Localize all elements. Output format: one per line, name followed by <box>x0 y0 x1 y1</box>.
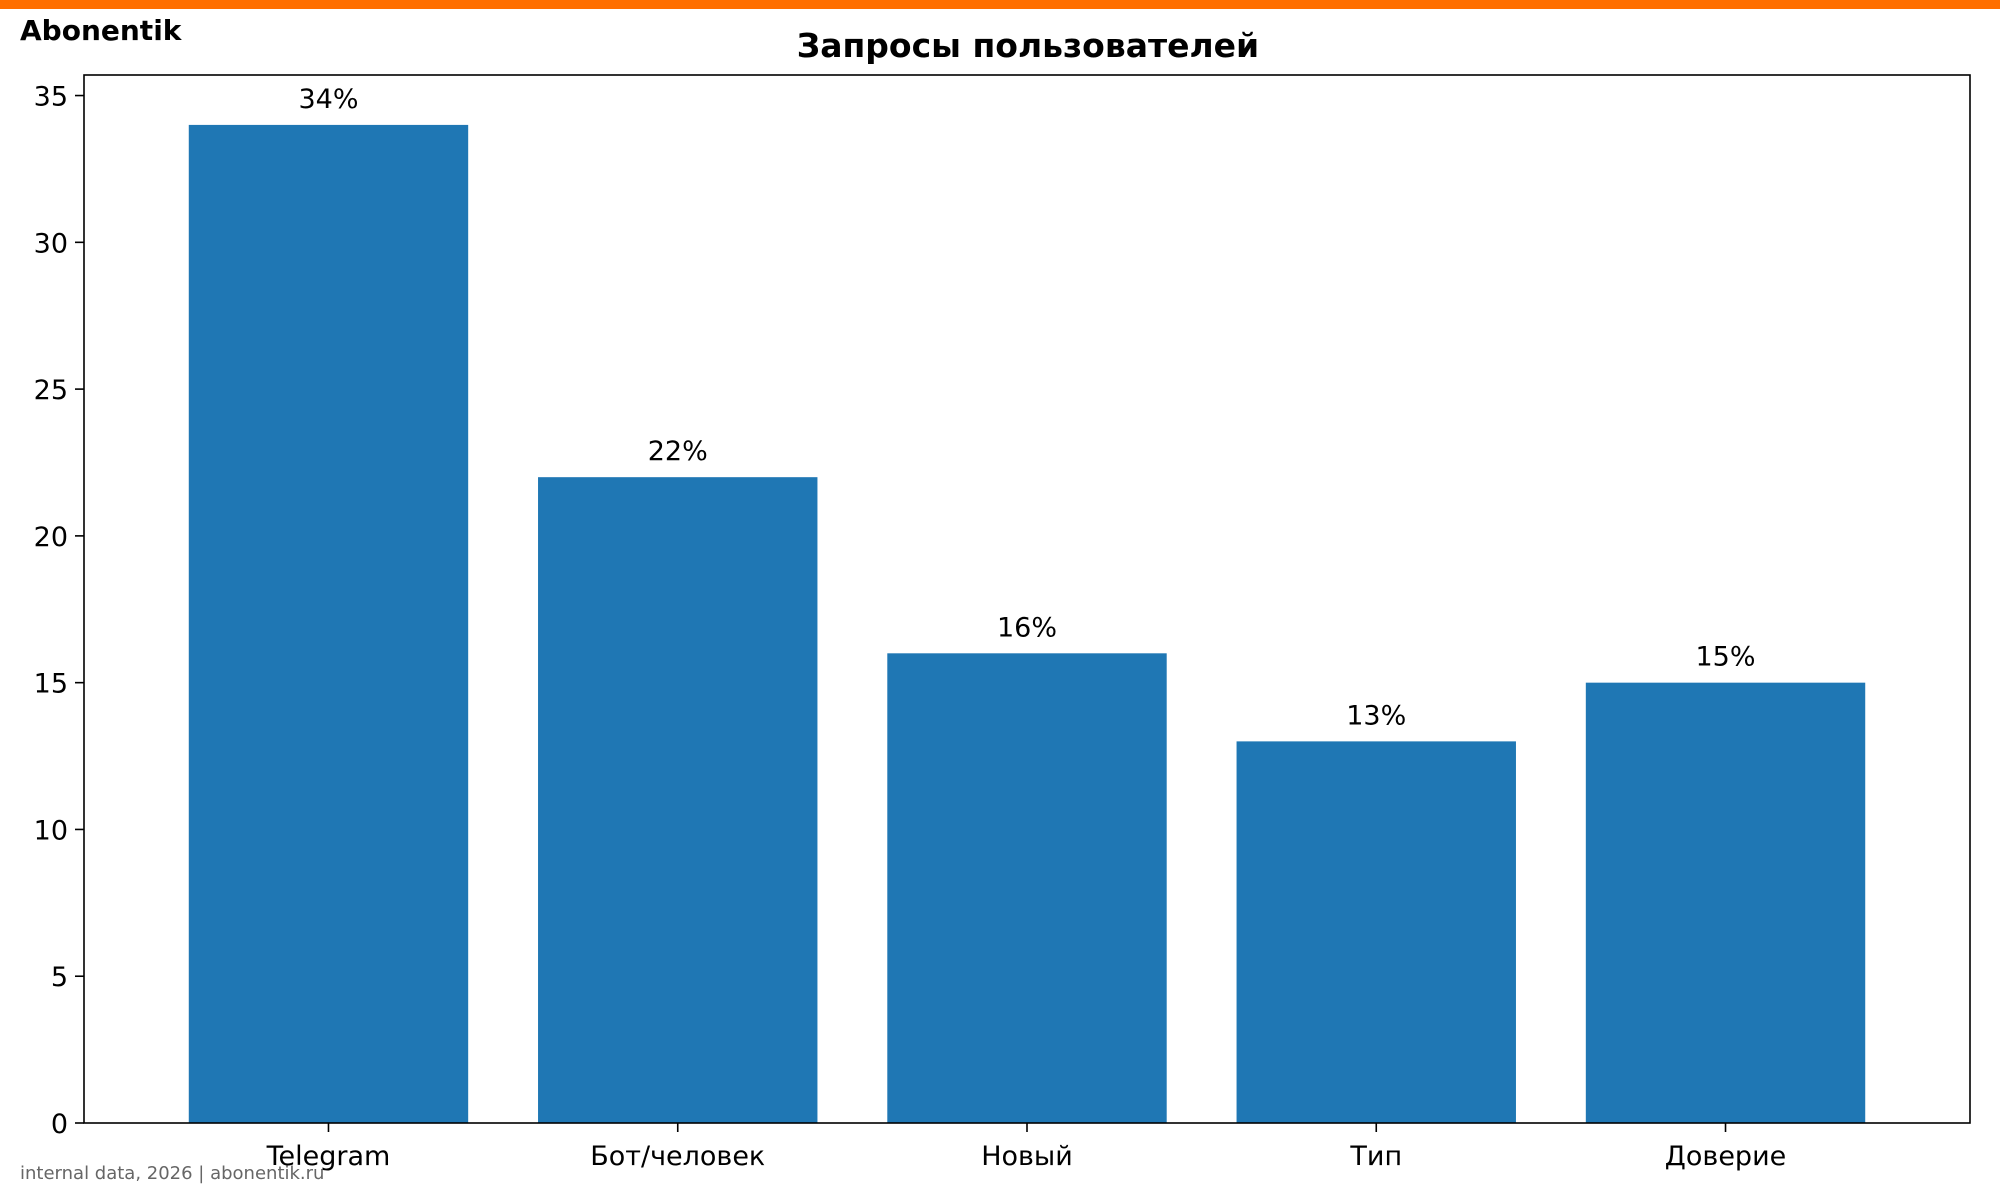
x-tick-label: Новый <box>981 1141 1073 1172</box>
y-axis: 0 5 10 15 20 25 30 35 <box>34 82 84 1140</box>
y-tick-label: 10 <box>34 815 68 846</box>
x-tick-label: Telegram <box>266 1141 391 1172</box>
y-tick-label: 30 <box>34 228 68 259</box>
bar-value-label: 15% <box>1696 642 1756 673</box>
bars-group <box>188 124 1866 1123</box>
y-tick-label: 20 <box>34 522 68 553</box>
bar-value-label: 22% <box>648 436 708 467</box>
bar-value-label: 34% <box>298 84 358 115</box>
x-tick-label: Тип <box>1349 1141 1402 1172</box>
brand-accent-bar <box>0 0 2000 9</box>
bar-2 <box>538 477 818 1123</box>
y-tick-label: 5 <box>51 962 68 993</box>
y-tick-label: 0 <box>51 1109 68 1140</box>
x-tick-label: Доверие <box>1665 1141 1786 1172</box>
bar-value-label: 16% <box>997 612 1057 643</box>
chart-title: Запросы пользователей <box>797 26 1259 65</box>
bar-1 <box>188 124 469 1123</box>
value-labels-group: 34% 22% 16% 13% 15% <box>298 84 1755 731</box>
y-tick-label: 25 <box>34 375 68 406</box>
y-tick-label: 35 <box>34 82 68 113</box>
bar-4 <box>1236 741 1516 1123</box>
footer-note: internal data, 2026 | abonentik.ru <box>20 1163 325 1184</box>
bar-value-label: 13% <box>1346 700 1406 731</box>
x-tick-label: Бот/человек <box>590 1141 765 1172</box>
x-axis: Telegram Бот/человек Новый Тип Доверие <box>266 1123 1786 1172</box>
bar-5 <box>1585 682 1866 1123</box>
brand-logo-text: Abonentik <box>20 14 182 47</box>
bar-3 <box>887 653 1167 1123</box>
y-tick-label: 15 <box>34 669 68 700</box>
